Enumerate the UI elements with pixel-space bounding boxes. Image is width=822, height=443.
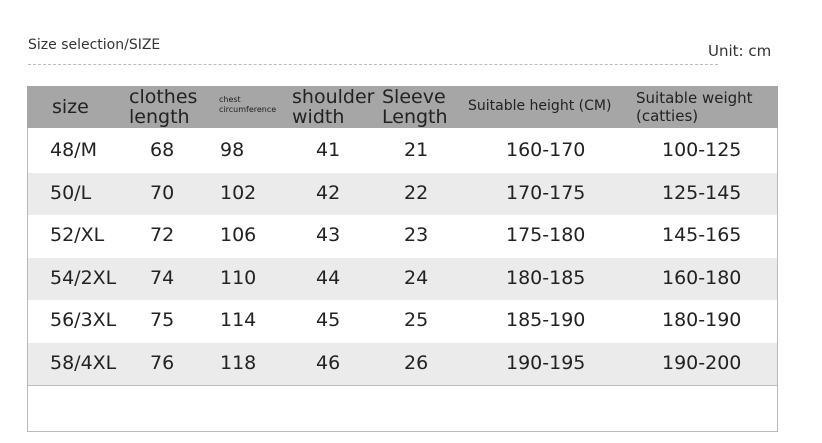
table-cell: 160-170 <box>506 139 586 161</box>
table-cell: 46 <box>316 351 341 374</box>
table-cell: 190-200 <box>662 351 742 374</box>
table-cell: 125-145 <box>662 181 742 204</box>
header-size: size <box>52 96 89 118</box>
table-cell: 190-195 <box>506 351 586 374</box>
table-cell: 58/4XL <box>50 351 117 374</box>
table-cell: 70 <box>150 181 175 204</box>
table-cell: 102 <box>220 181 257 204</box>
table-cell: 110 <box>220 266 257 289</box>
table-cell: 72 <box>150 224 175 246</box>
blank-row <box>27 385 778 432</box>
table-cell: 43 <box>316 224 341 246</box>
table-row: 56/3XL 75 114 45 25 185-190 180-190 <box>28 300 777 342</box>
header-suitable-height: Suitable height (CM) <box>468 98 612 114</box>
header-line: width <box>292 106 345 128</box>
header-line: length <box>129 106 190 128</box>
divider <box>28 64 718 65</box>
table-cell: 160-180 <box>662 266 742 289</box>
header-line: Sleeve <box>382 86 446 108</box>
table-cell: 180-185 <box>506 266 586 289</box>
table-row: 52/XL 72 106 43 23 175-180 145-165 <box>28 215 777 257</box>
header-suitable-weight: Suitable weight (catties) <box>636 89 753 125</box>
table-cell: 98 <box>220 139 245 161</box>
table-cell: 23 <box>404 224 429 246</box>
table-row: 58/4XL 76 118 46 26 190-195 190-200 <box>28 342 777 385</box>
header-chest: chest circumference <box>219 95 276 115</box>
table-cell: 180-190 <box>662 309 742 331</box>
table-cell: 50/L <box>50 181 92 204</box>
table-cell: 74 <box>150 266 175 289</box>
table-cell: 52/XL <box>50 224 105 246</box>
header-line: shoulder <box>292 86 375 108</box>
table-cell: 24 <box>404 266 429 289</box>
header-line: Length <box>382 106 448 128</box>
table-cell: 22 <box>404 181 429 204</box>
table-row: 48/M 68 98 41 21 160-170 100-125 <box>28 130 777 172</box>
table-cell: 44 <box>316 266 341 289</box>
table-row: 54/2XL 74 110 44 24 180-185 160-180 <box>28 257 777 300</box>
table-cell: 68 <box>150 139 175 161</box>
table-row: 50/L 70 102 42 22 170-175 125-145 <box>28 172 777 215</box>
unit-label: Unit: cm <box>708 42 772 60</box>
table-cell: 106 <box>220 224 257 246</box>
table-cell: 175-180 <box>506 224 586 246</box>
chart-title: Size selection/SIZE <box>28 37 161 53</box>
table-cell: 170-175 <box>506 181 586 204</box>
table-cell: 145-165 <box>662 224 742 246</box>
table-cell: 26 <box>404 351 429 374</box>
table-cell: 41 <box>316 139 341 161</box>
table-cell: 54/2XL <box>50 266 117 289</box>
table-cell: 25 <box>404 309 429 331</box>
table-cell: 21 <box>404 139 429 161</box>
header-line: clothes <box>129 86 198 108</box>
header-line: (catties) <box>636 107 699 125</box>
table-cell: 45 <box>316 309 341 331</box>
table-cell: 185-190 <box>506 309 586 331</box>
table-cell: 76 <box>150 351 175 374</box>
table-cell: 118 <box>220 351 257 374</box>
size-table <box>27 86 778 432</box>
header-sleeve-length: Sleeve Length <box>382 87 448 127</box>
header-line: chest <box>219 95 241 104</box>
table-header: size clothes length chest circumference … <box>27 86 778 128</box>
table-cell: 42 <box>316 181 341 204</box>
table-cell: 48/M <box>50 139 97 161</box>
header-shoulder-width: shoulder width <box>292 87 374 127</box>
header-line: Suitable weight <box>636 89 753 107</box>
table-cell: 75 <box>150 309 175 331</box>
header-clothes-length: clothes length <box>129 87 197 127</box>
table-cell: 100-125 <box>662 139 742 161</box>
header-line: circumference <box>219 105 277 114</box>
table-cell: 56/3XL <box>50 309 117 331</box>
table-cell: 114 <box>220 309 257 331</box>
